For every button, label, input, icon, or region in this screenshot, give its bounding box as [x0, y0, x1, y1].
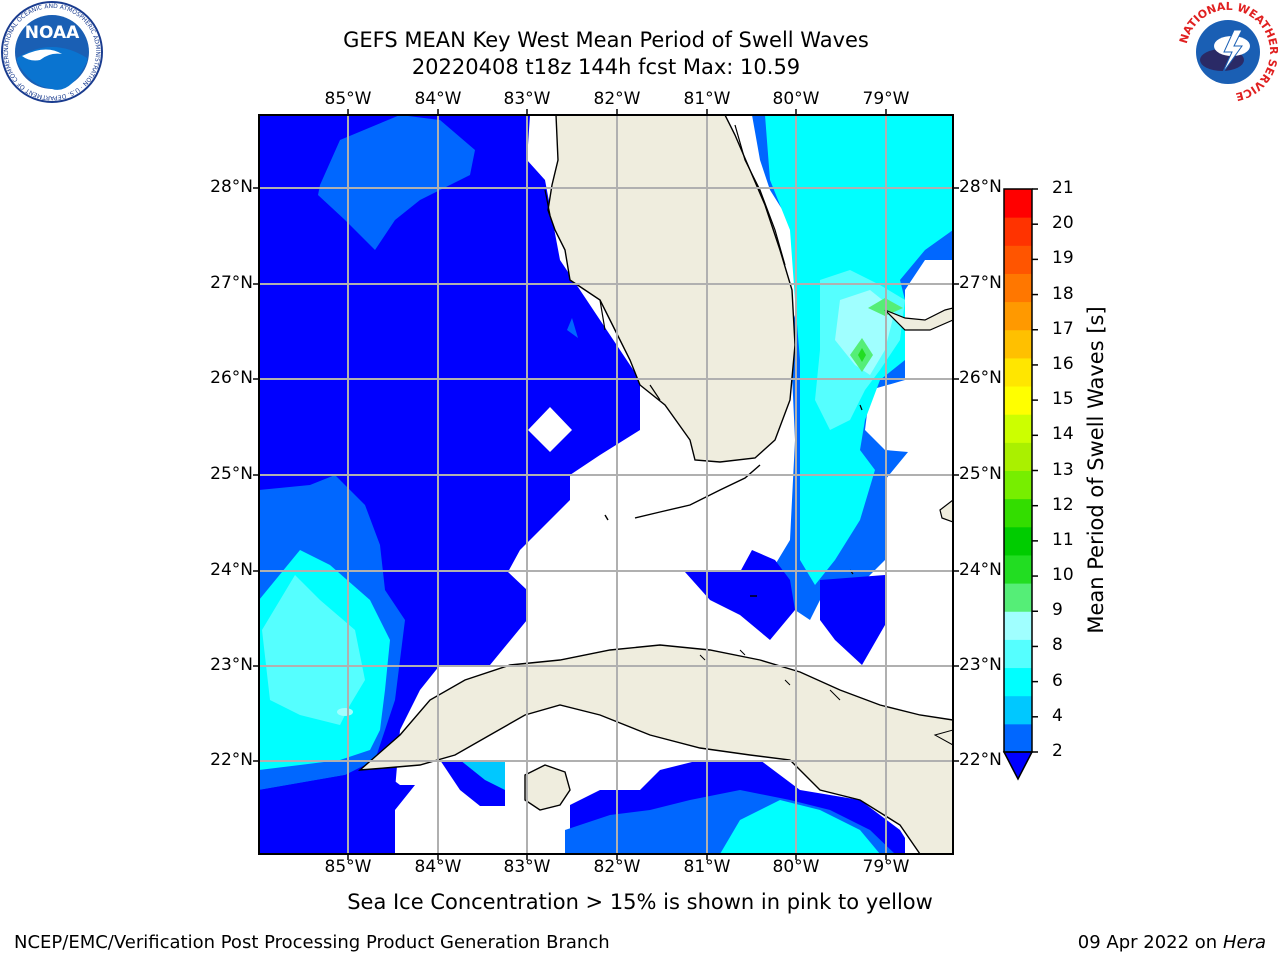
lon-label-top: 81°W [683, 89, 731, 109]
lat-label-left: 22°N [210, 750, 253, 770]
lon-label-top: 79°W [862, 89, 910, 109]
footer-date-text: 09 Apr 2022 on [1077, 932, 1223, 953]
colorbar-tick-label: 17 [1052, 318, 1074, 339]
lat-label-left: 23°N [210, 655, 253, 675]
lat-label-left: 28°N [210, 177, 253, 197]
colorbar-swatch [1004, 526, 1032, 556]
lat-label-right: 24°N [959, 560, 1002, 580]
colorbar-label: Mean Period of Swell Waves [s] [1084, 306, 1108, 634]
colorbar-swatch [1004, 273, 1032, 303]
noaa-logo-text: NOAA [25, 23, 80, 43]
footer-host: Hera [1222, 932, 1266, 953]
colorbar-tick-label: 16 [1052, 353, 1074, 374]
colorbar-tick-label: 21 [1052, 178, 1074, 198]
lat-label-right: 27°N [959, 273, 1002, 293]
lon-label-bottom: 79°W [862, 857, 910, 877]
colorbar-tick-label: 18 [1052, 283, 1074, 304]
colorbar-tick-label: 20 [1052, 213, 1074, 234]
colorbar-tick-label: 11 [1052, 529, 1074, 550]
colorbar-tick-label: 13 [1052, 459, 1074, 480]
land-masses [357, 115, 953, 854]
lat-label-left: 26°N [210, 368, 253, 388]
colorbar-swatch [1004, 329, 1032, 359]
colorbar-swatch [1004, 723, 1032, 753]
colorbar-tick-label: 12 [1052, 494, 1074, 515]
colorbar-tick-label: 6 [1052, 670, 1063, 691]
lon-label-top: 83°W [503, 89, 551, 109]
sea-ice-caption: Sea Ice Concentration > 15% is shown in … [347, 890, 933, 914]
lon-label-top: 80°W [772, 89, 820, 109]
colorbar-swatch [1004, 639, 1032, 669]
colorbar-tick-label: 15 [1052, 389, 1074, 410]
colorbar-tick-label: 10 [1052, 565, 1074, 586]
lon-label-bottom: 81°W [683, 857, 731, 877]
colorbar-swatch [1004, 583, 1032, 612]
colorbar-swatch [1004, 414, 1032, 443]
colorbar-swatch [1004, 386, 1032, 415]
lat-label-left: 25°N [210, 464, 253, 484]
colorbar-tick-label: 2 [1052, 741, 1063, 761]
noaa-logo: NATIONAL OCEANIC AND ATMOSPHERIC ADMINIS… [0, 0, 103, 103]
colorbar-tick-label: 8 [1052, 635, 1063, 656]
graticule [259, 115, 953, 854]
lat-label-right: 23°N [959, 655, 1002, 675]
colorbar-tick-label: 9 [1052, 600, 1063, 621]
colorbar-tick-label: 14 [1052, 424, 1074, 445]
lon-label-bottom: 84°W [414, 857, 462, 877]
colorbar-swatch [1004, 245, 1032, 274]
lat-label-left: 27°N [210, 273, 253, 293]
lon-label-bottom: 85°W [324, 857, 372, 877]
colorbar-tick-label: 4 [1052, 705, 1063, 726]
lon-label-top: 85°W [324, 89, 372, 109]
map-title: GEFS MEAN Key West Mean Period of Swell … [343, 28, 869, 52]
colorbar-swatch [1004, 611, 1032, 640]
footer-credit: NCEP/EMC/Verification Post Processing Pr… [14, 932, 610, 953]
lon-label-top: 82°W [593, 89, 641, 109]
colorbar-swatch [1004, 695, 1032, 725]
lat-label-right: 28°N [959, 177, 1002, 197]
map-frame [258, 114, 954, 855]
lat-label-left: 24°N [210, 560, 253, 580]
lat-label-right: 25°N [959, 464, 1002, 484]
colorbar-extend-arrow [1002, 751, 1034, 781]
colorbar-swatch [1004, 217, 1032, 246]
lon-label-bottom: 83°W [503, 857, 551, 877]
lat-label-right: 26°N [959, 368, 1002, 388]
lon-label-bottom: 80°W [772, 857, 820, 877]
colorbar-swatch [1004, 498, 1032, 528]
colorbar-swatch [1004, 470, 1032, 500]
colorbar-swatch [1004, 667, 1032, 697]
lat-label-right: 22°N [959, 750, 1002, 770]
footer-date: 09 Apr 2022 on Hera [1078, 932, 1266, 953]
colorbar-tick-label: 19 [1052, 248, 1074, 269]
colorbar-swatch [1004, 189, 1032, 218]
lon-label-top: 84°W [414, 89, 462, 109]
colorbar-swatch [1004, 554, 1032, 584]
colorbar-swatch [1004, 357, 1032, 387]
tick-marks [253, 109, 959, 860]
nws-logo: NATIONAL WEATHER SERVICE [1177, 0, 1280, 103]
map-subtitle: 20220408 t18z 144h fcst Max: 10.59 [411, 55, 801, 79]
colorbar-swatch [1004, 442, 1032, 471]
colorbar-swatch [1004, 301, 1032, 331]
lon-label-bottom: 82°W [593, 857, 641, 877]
